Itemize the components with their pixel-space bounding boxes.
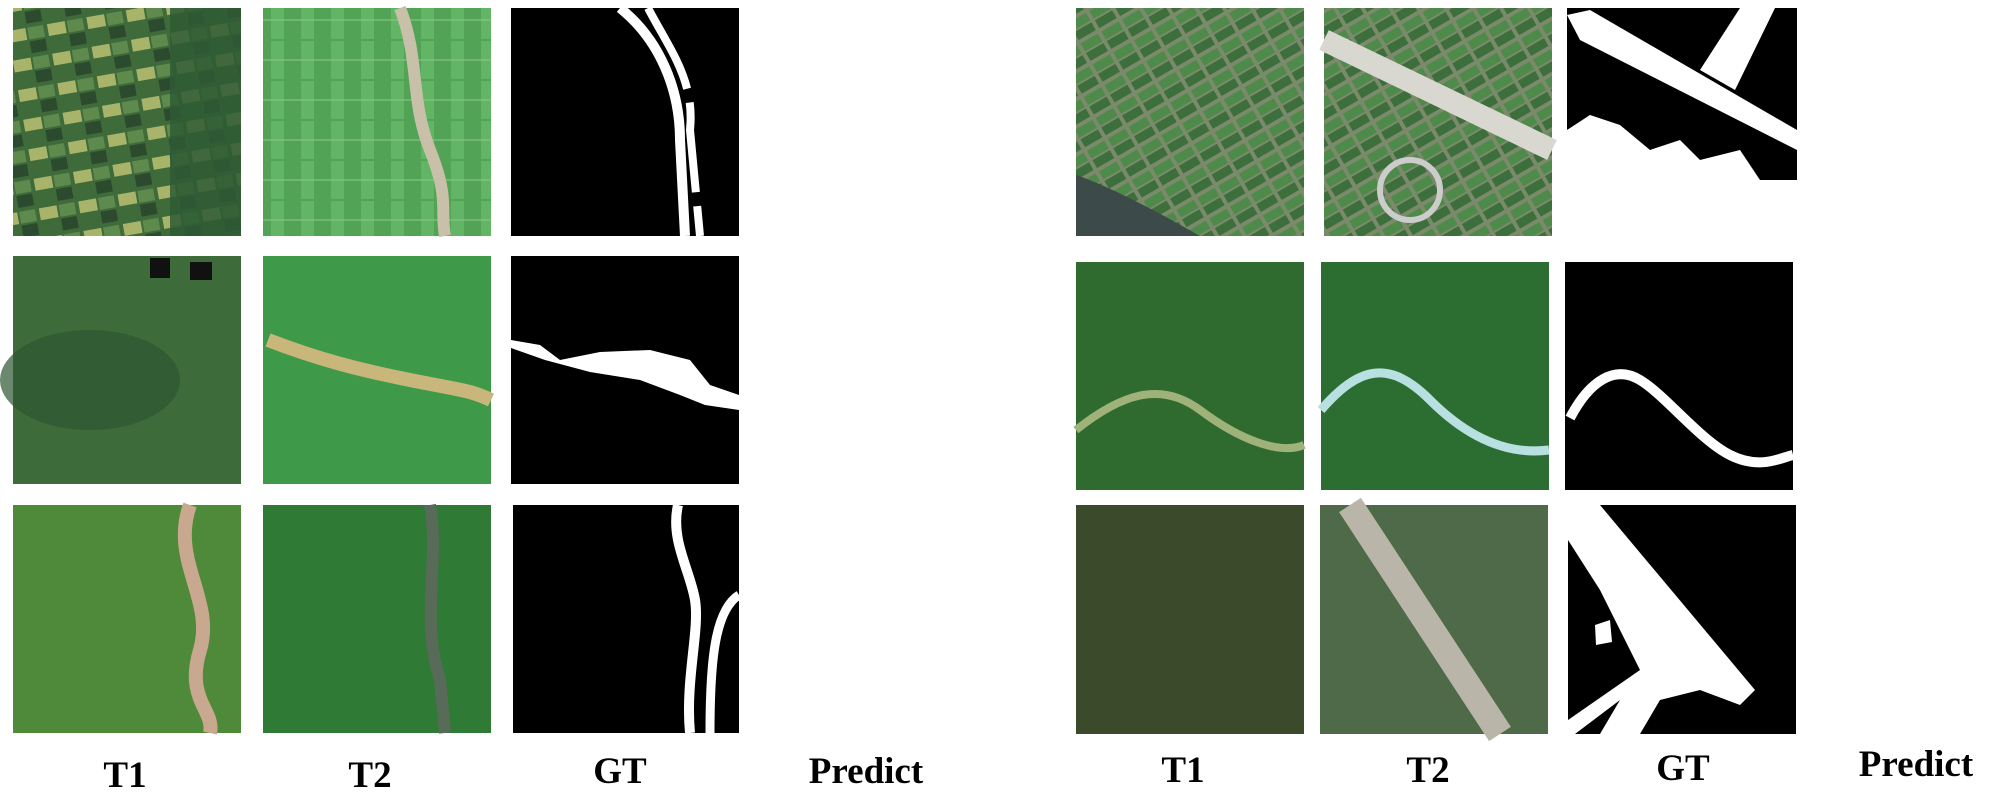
image-t2 <box>263 8 491 236</box>
image-t1 <box>1076 262 1304 490</box>
column-label: T1 <box>103 755 146 796</box>
right-panel: T1 T2 GT Predict <box>1076 8 1974 791</box>
column-label: GT <box>593 751 647 792</box>
column-label: T2 <box>1406 750 1449 791</box>
column-label: Predict <box>809 751 924 792</box>
image-detail <box>170 8 241 236</box>
figure: T1 T2 GT Predict T1 T2 GT Predict <box>0 0 1999 800</box>
left-panel: T1 T2 GT Predict <box>0 8 924 796</box>
image-detail <box>190 262 212 280</box>
column-label: Predict <box>1859 744 1974 785</box>
image-gt <box>513 505 739 733</box>
image-detail <box>150 258 170 278</box>
column-label: GT <box>1656 748 1710 789</box>
image-detail <box>0 330 180 430</box>
page: T1 T2 GT Predict T1 T2 GT Predict <box>0 0 1999 800</box>
column-label: T1 <box>1161 750 1204 791</box>
image-gt <box>511 8 739 236</box>
image-t2 <box>263 505 491 733</box>
column-label: T2 <box>348 755 391 796</box>
image-t1 <box>1076 505 1304 734</box>
